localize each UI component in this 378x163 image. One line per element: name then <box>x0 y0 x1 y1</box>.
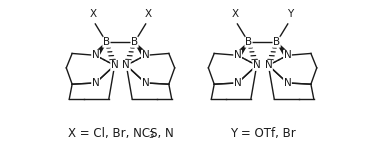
Text: N: N <box>265 60 272 70</box>
Text: N: N <box>122 60 130 70</box>
Text: N: N <box>284 78 291 88</box>
Text: Y: Y <box>287 9 293 19</box>
Polygon shape <box>235 42 248 56</box>
Polygon shape <box>277 42 291 56</box>
Text: N: N <box>111 60 119 70</box>
Text: N: N <box>234 78 242 88</box>
Text: B: B <box>103 37 110 47</box>
Text: 3: 3 <box>148 131 153 140</box>
Text: Y = OTf, Br: Y = OTf, Br <box>230 127 296 140</box>
Text: N: N <box>92 50 99 60</box>
Text: B: B <box>131 37 138 47</box>
Text: X = Cl, Br, NCS, N: X = Cl, Br, NCS, N <box>68 127 174 140</box>
Text: B: B <box>273 37 280 47</box>
Text: N: N <box>284 50 291 60</box>
Text: X: X <box>144 9 152 19</box>
Text: N: N <box>234 50 242 60</box>
Text: N: N <box>141 50 149 60</box>
Text: N: N <box>141 78 149 88</box>
Text: N: N <box>253 60 260 70</box>
Text: X: X <box>89 9 96 19</box>
Polygon shape <box>135 42 149 56</box>
Text: B: B <box>245 37 252 47</box>
Polygon shape <box>93 42 107 56</box>
Text: N: N <box>92 78 99 88</box>
Text: X: X <box>231 9 239 19</box>
